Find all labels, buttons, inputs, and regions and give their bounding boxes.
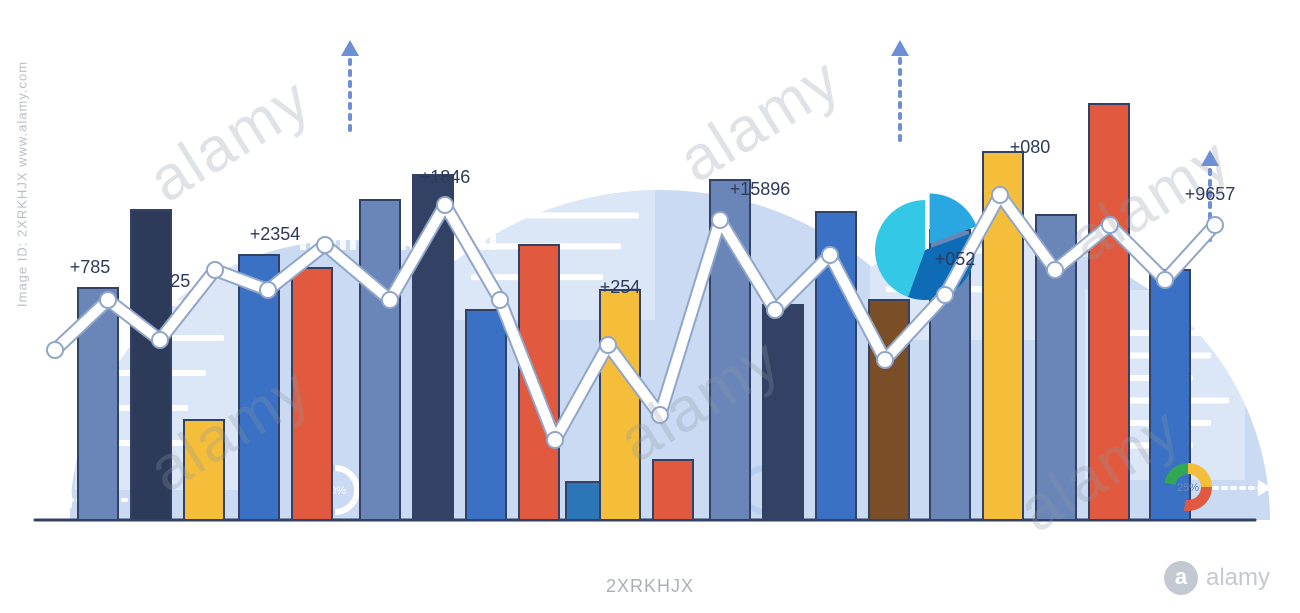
- value-label: +052: [935, 249, 976, 270]
- value-label: +080: [1010, 137, 1051, 158]
- watermark-code: 2XRKHJX: [606, 576, 694, 597]
- bar: [653, 460, 693, 520]
- bar: [360, 200, 400, 520]
- bar: [131, 210, 171, 520]
- svg-text:25%: 25%: [1177, 482, 1199, 494]
- bar: [292, 268, 332, 520]
- donut-chart: 25%: [1164, 463, 1212, 511]
- pie-chart: [875, 193, 977, 300]
- value-label: +9657: [1185, 184, 1236, 205]
- bar: [184, 420, 224, 520]
- bar-chart: [78, 104, 1190, 520]
- infographic-canvas: 50% 25% +785 +125 +2354 +1846 +254 +15896 +052…: [0, 0, 1300, 613]
- value-label: +125: [150, 271, 191, 292]
- value-label: +785: [70, 257, 111, 278]
- bar: [466, 310, 506, 520]
- value-label: +1846: [420, 167, 471, 188]
- value-label: +15896: [730, 179, 791, 200]
- bar: [600, 290, 640, 520]
- infographic-svg: 50% 25%: [0, 0, 1300, 613]
- value-label: +2354: [250, 224, 301, 245]
- value-label: +254: [600, 277, 641, 298]
- watermark-code-left: Image ID: 2XRKHJX www.alamy.com: [15, 60, 30, 306]
- bar: [763, 305, 803, 520]
- dotted-arrows-up: [341, 40, 1219, 240]
- bar: [1089, 104, 1129, 520]
